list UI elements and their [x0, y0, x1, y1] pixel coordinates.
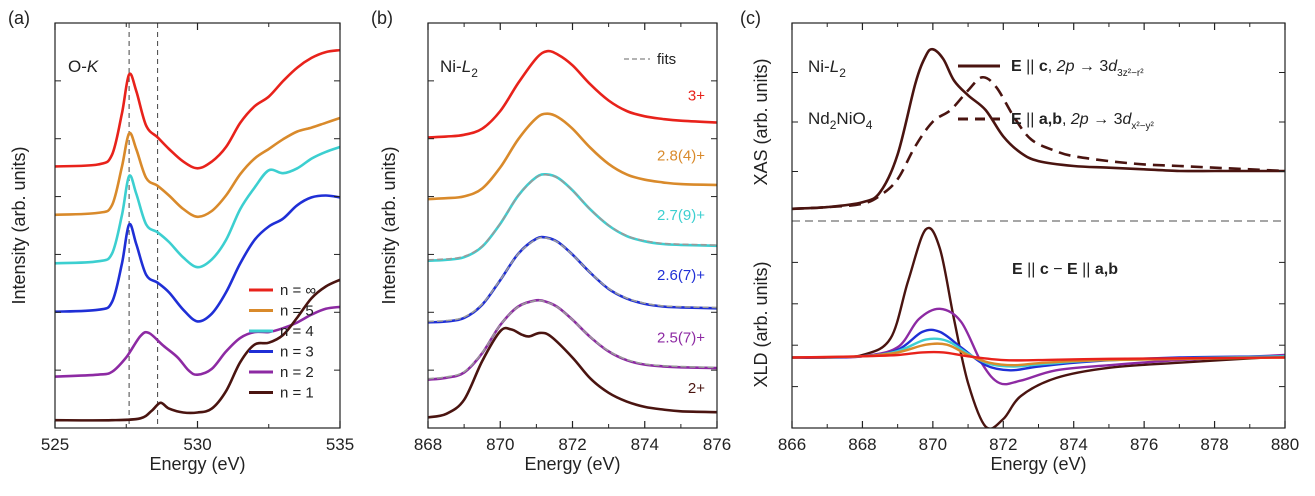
- y-axis-title: XLD (arb. units): [751, 261, 771, 387]
- x-tick-label: 872: [558, 435, 586, 454]
- legend: n = ∞ n = 5 n = 4 n = 3 n = 2 n = 1: [249, 282, 316, 402]
- series-line: [428, 49, 717, 139]
- panel-tag: (b): [371, 8, 393, 28]
- x-tick-label: 525: [41, 435, 69, 454]
- legend-label: n = ∞: [280, 282, 316, 299]
- xas-line: [792, 47, 1285, 211]
- y-axis-title: XAS (arb. units): [751, 58, 771, 185]
- series-group: [428, 49, 717, 419]
- valence-label: 3+: [688, 87, 705, 104]
- series-group: [55, 48, 340, 422]
- spectrum-label: Ni-L2: [440, 57, 478, 80]
- series-line: [55, 278, 340, 422]
- legend-label: n = 2: [280, 364, 314, 381]
- legend-label: n = 3: [280, 344, 314, 361]
- x-tick-label: 868: [848, 435, 876, 454]
- x-tick-label: 870: [486, 435, 514, 454]
- valence-label: 2+: [688, 380, 705, 397]
- valence-label: 2.8(4)+: [657, 147, 705, 164]
- series-line: [55, 116, 340, 219]
- x-tick-label: 876: [1130, 435, 1158, 454]
- spectrum-label: O-K: [68, 57, 99, 76]
- series-line: [55, 305, 340, 378]
- series-line: [428, 326, 717, 419]
- valence-label: 2.7(9)+: [657, 207, 705, 224]
- legend-label: n = 1: [280, 385, 314, 402]
- x-tick-label: 535: [326, 435, 354, 454]
- series-line: [428, 112, 717, 201]
- x-tick-label: 530: [183, 435, 211, 454]
- x-tick-label: 876: [703, 435, 731, 454]
- fit-line: [428, 236, 717, 323]
- legend-label: n = 5: [280, 303, 314, 320]
- x-axis-title: Energy (eV): [990, 454, 1086, 474]
- x-axis-title: Energy (eV): [524, 454, 620, 474]
- panel-tag: (a): [8, 8, 30, 28]
- fit-line: [428, 299, 717, 380]
- valence-label: 2.6(7)+: [657, 267, 705, 284]
- xas-legend-label: E || a,b, 2p → 3dx²−y²: [1011, 111, 1155, 132]
- series-line: [55, 194, 340, 323]
- x-tick-label: 874: [1060, 435, 1088, 454]
- legend-label: n = 4: [280, 323, 314, 340]
- x-tick-label: 868: [414, 435, 442, 454]
- panel-a: (a) O-K 525 530 535 Intensity (arb. units) Ene…: [8, 8, 354, 474]
- xld-line: [792, 307, 1285, 386]
- panel-tag: (c): [740, 8, 761, 28]
- xld-line: [792, 350, 1285, 362]
- xld-series-group: [792, 226, 1285, 428]
- panel-b: (b) Ni-L2 fits 3+ 2.8(4)+ 2.7(9)+ 2.6(7)+ 2.5(7…: [371, 8, 731, 474]
- x-tick-label: 870: [919, 435, 947, 454]
- compound-label: Nd2NiO4: [808, 109, 873, 132]
- fits-legend-label: fits: [657, 51, 676, 68]
- x-axis-title: Energy (eV): [149, 454, 245, 474]
- xld-formula: E || c − E || a,b: [1012, 261, 1118, 278]
- x-tick-label: 872: [989, 435, 1017, 454]
- spectrum-label: Ni-L2: [808, 57, 846, 80]
- valence-label: 2.5(7)+: [657, 330, 705, 347]
- xas-legend-label: E || c, 2p → 3d3z²−r²: [1011, 58, 1144, 79]
- x-tick-label: 874: [631, 435, 659, 454]
- xas-line: [792, 75, 1285, 211]
- xld-line: [792, 226, 1285, 428]
- panel-c: (c) Ni-L2 Nd2NiO4 E || c, 2p → 3d3z²−r² E ||…: [740, 8, 1299, 474]
- xas-series-group: [792, 47, 1285, 211]
- x-tick-label: 878: [1200, 435, 1228, 454]
- y-axis-title: Intensity (arb. units): [9, 146, 29, 304]
- fit-line: [428, 173, 717, 261]
- y-axis-title: Intensity (arb. units): [379, 146, 399, 304]
- x-tick-label: 880: [1271, 435, 1299, 454]
- series-line: [55, 145, 340, 269]
- series-line: [55, 48, 340, 170]
- x-tick-label: 866: [778, 435, 806, 454]
